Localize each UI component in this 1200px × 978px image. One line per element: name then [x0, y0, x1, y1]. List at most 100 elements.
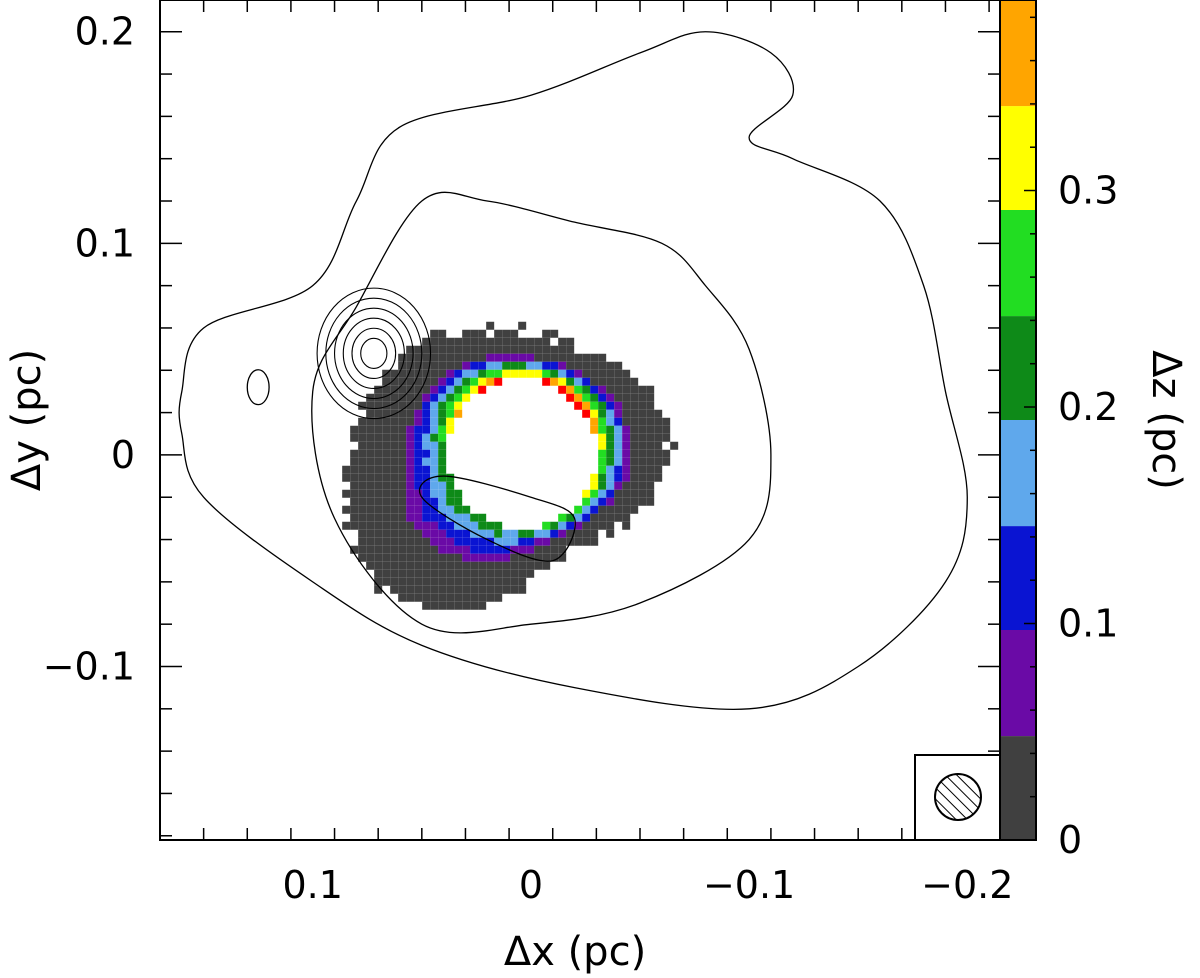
- heatmap-cell: [374, 497, 383, 506]
- heatmap-cell: [478, 569, 487, 578]
- contour-peak: [325, 297, 423, 410]
- heatmap-cell: [422, 537, 431, 546]
- heatmap-cell: [486, 561, 495, 570]
- heatmap-cell: [510, 529, 519, 538]
- heatmap-cell: [414, 473, 423, 482]
- heatmap-cell: [430, 553, 439, 562]
- heatmap-cell: [654, 457, 663, 466]
- heatmap-cell: [462, 601, 471, 610]
- heatmap-cell: [366, 393, 375, 402]
- heatmap-cell: [614, 433, 623, 442]
- heatmap-cell: [374, 569, 383, 578]
- heatmap-cell: [342, 505, 351, 514]
- heatmap-cell: [390, 417, 399, 426]
- heatmap-cell: [638, 441, 647, 450]
- heatmap-cell: [590, 489, 599, 498]
- heatmap-cell: [422, 353, 431, 362]
- heatmap-cell: [518, 561, 527, 570]
- heatmap-cell: [374, 449, 383, 458]
- heatmap-cell: [590, 513, 599, 522]
- colorbar-tick-label: 0.2: [1058, 385, 1118, 429]
- heatmap-cell: [398, 521, 407, 530]
- heatmap-cell: [526, 353, 535, 362]
- heatmap-cell: [438, 529, 447, 538]
- heatmap-cell: [582, 505, 591, 514]
- heatmap-cell: [662, 457, 671, 466]
- heatmap-cell: [510, 337, 519, 346]
- heatmap-cell: [462, 361, 471, 370]
- heatmap-cell: [478, 337, 487, 346]
- heatmap-cell: [526, 345, 535, 354]
- heatmap-cell: [382, 377, 391, 386]
- heatmap-cell: [542, 377, 551, 386]
- heatmap-cell: [390, 457, 399, 466]
- heatmap-cell: [430, 465, 439, 474]
- heatmap-cell: [366, 441, 375, 450]
- contour-small: [246, 369, 270, 406]
- heatmap-cell: [374, 473, 383, 482]
- heatmap-cell: [590, 473, 599, 482]
- heatmap-cell: [638, 401, 647, 410]
- heatmap-cell: [462, 513, 471, 522]
- heatmap-cell: [510, 545, 519, 554]
- heatmap-cell: [406, 417, 415, 426]
- heatmap-cell: [406, 465, 415, 474]
- colorbar-bin: [1000, 420, 1036, 527]
- heatmap-cell: [382, 465, 391, 474]
- heatmap-cell: [582, 521, 591, 530]
- heatmap-cell: [510, 569, 519, 578]
- heatmap-cell: [518, 553, 527, 562]
- heatmap-cell: [590, 425, 599, 434]
- heatmap-cell: [390, 537, 399, 546]
- heatmap-cell: [438, 577, 447, 586]
- heatmap-cell: [382, 505, 391, 514]
- heatmap-cell: [670, 441, 679, 450]
- heatmap-cell: [534, 545, 543, 554]
- heatmap-cell: [350, 497, 359, 506]
- heatmap-cell: [414, 497, 423, 506]
- heatmap-cell: [502, 529, 511, 538]
- heatmap-cell: [414, 393, 423, 402]
- heatmap-cell: [366, 401, 375, 410]
- heatmap-cell: [630, 401, 639, 410]
- heatmap-cell: [414, 569, 423, 578]
- heatmap-cell: [582, 361, 591, 370]
- heatmap-cell: [454, 377, 463, 386]
- heatmap-cell: [446, 593, 455, 602]
- heatmap-cell: [438, 497, 447, 506]
- heatmap-cell: [478, 585, 487, 594]
- heatmap-cell: [494, 561, 503, 570]
- heatmap-cell: [430, 497, 439, 506]
- heatmap-cell: [590, 505, 599, 514]
- heatmap-cell: [342, 521, 351, 530]
- heatmap-cell: [406, 489, 415, 498]
- heatmap-cell: [622, 505, 631, 514]
- heatmap-cell: [430, 441, 439, 450]
- heatmap-cell: [438, 441, 447, 450]
- heatmap-cell: [494, 529, 503, 538]
- heatmap-cell: [366, 537, 375, 546]
- heatmap-cell: [630, 409, 639, 418]
- heatmap-cell: [646, 433, 655, 442]
- heatmap-cell: [406, 593, 415, 602]
- heatmap-cell: [470, 577, 479, 586]
- heatmap-cell: [366, 505, 375, 514]
- heatmap-cell: [614, 425, 623, 434]
- heatmap-cell: [598, 433, 607, 442]
- heatmap-cell: [606, 361, 615, 370]
- heatmap-cell: [454, 409, 463, 418]
- heatmap-cell: [414, 545, 423, 554]
- colorbar-tick-label: 0: [1058, 818, 1082, 862]
- heatmap-cell: [390, 369, 399, 378]
- heatmap-cell: [350, 433, 359, 442]
- heatmap-cell: [526, 529, 535, 538]
- heatmap-cell: [494, 361, 503, 370]
- heatmap-cell: [630, 425, 639, 434]
- heatmap-cell: [550, 345, 559, 354]
- heatmap-cell: [558, 529, 567, 538]
- heatmap-cell: [358, 433, 367, 442]
- heatmap-cell: [358, 441, 367, 450]
- heatmap-cell: [630, 393, 639, 402]
- heatmap-cell: [638, 385, 647, 394]
- heatmap-cell: [382, 385, 391, 394]
